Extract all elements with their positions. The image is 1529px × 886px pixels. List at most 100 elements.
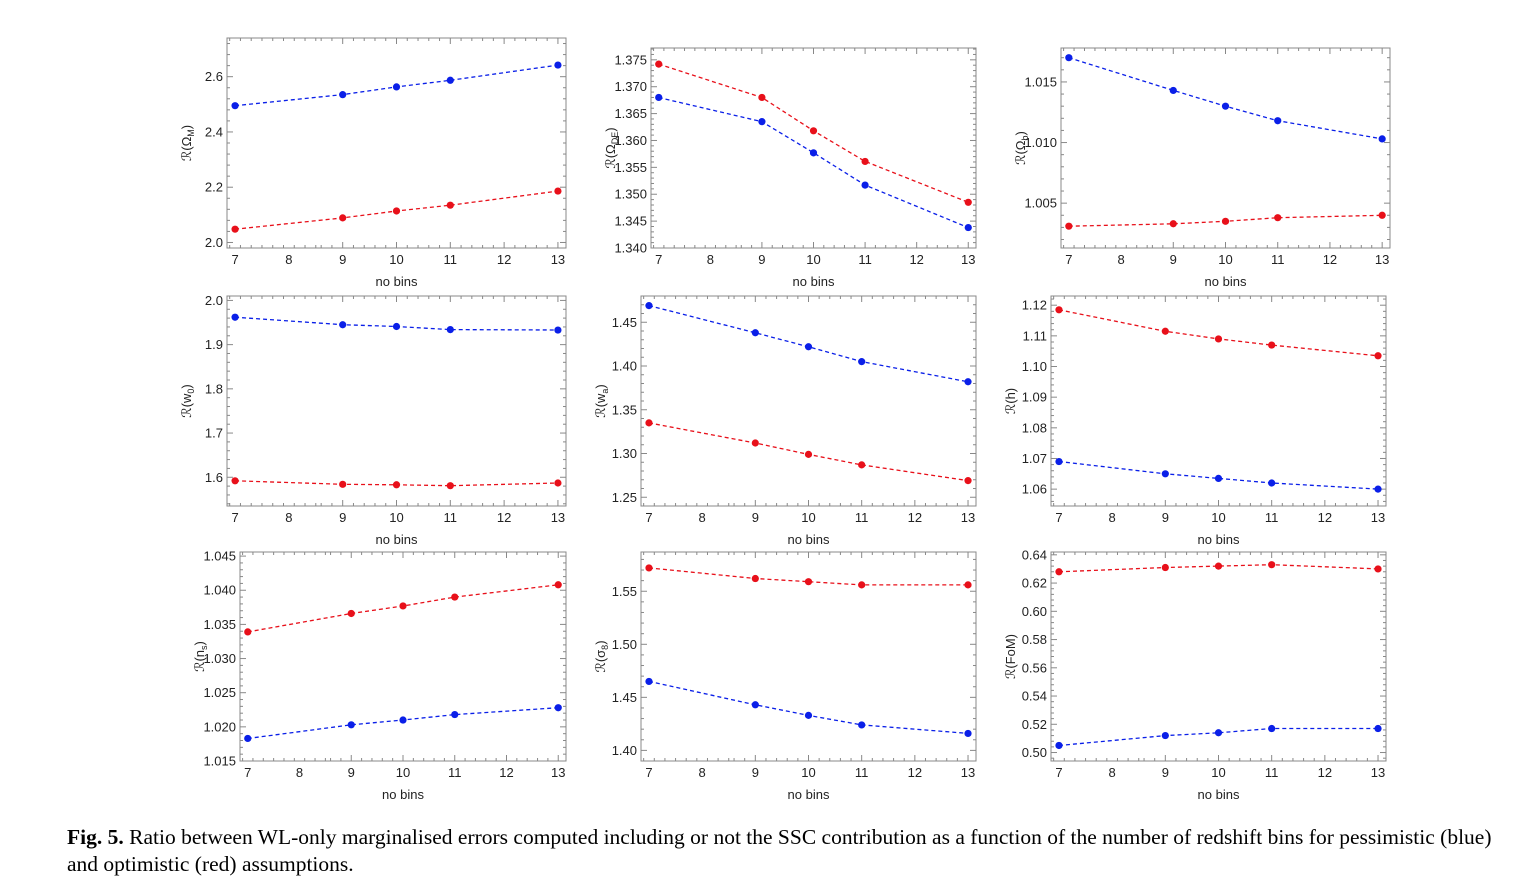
x-tick-label: 13 bbox=[551, 252, 565, 267]
x-tick-label: 12 bbox=[908, 765, 922, 780]
data-point-pessimistic bbox=[1221, 102, 1230, 110]
series-line-optimistic bbox=[1058, 564, 1379, 573]
data-point-optimistic bbox=[451, 593, 459, 601]
data-point-pessimistic bbox=[804, 711, 813, 719]
y-tick-label: 1.08 bbox=[1022, 420, 1047, 435]
data-point-pessimistic bbox=[861, 181, 869, 189]
x-tick-label: 9 bbox=[339, 252, 346, 267]
y-tick-label: 1.030 bbox=[203, 651, 236, 666]
x-tick-label: 13 bbox=[551, 510, 565, 525]
data-point-pessimistic bbox=[339, 321, 347, 329]
y-tick-label: 1.015 bbox=[203, 754, 236, 769]
x-tick-label: 12 bbox=[497, 252, 511, 267]
data-point-pessimistic bbox=[1374, 485, 1382, 493]
x-tick-label: 11 bbox=[855, 765, 869, 780]
x-tick-label: 12 bbox=[499, 765, 513, 780]
panel-6: 7 8 9 10 11 12 13 1.06 1.07 1.08 1.09 1.10 1.11 1.12 n… bbox=[1003, 295, 1387, 547]
data-point-pessimistic bbox=[347, 721, 355, 729]
x-tick-label: 8 bbox=[285, 252, 292, 267]
x-tick-label: 13 bbox=[1375, 252, 1389, 267]
x-tick-label: 10 bbox=[396, 765, 410, 780]
data-point-pessimistic bbox=[451, 710, 459, 719]
data-point-optimistic bbox=[645, 419, 653, 427]
x-tick-label: 8 bbox=[1109, 765, 1116, 780]
x-tick-label: 8 bbox=[699, 510, 706, 525]
x-axis-label: no bins bbox=[788, 787, 830, 802]
data-point-optimistic bbox=[244, 628, 252, 636]
x-tick-label: 13 bbox=[1371, 510, 1385, 525]
y-tick-label: 1.005 bbox=[1024, 196, 1057, 211]
y-tick-label: 1.340 bbox=[614, 241, 647, 256]
data-point-pessimistic bbox=[1055, 741, 1063, 750]
series-line-optimistic bbox=[648, 567, 968, 586]
data-point-pessimistic bbox=[554, 704, 562, 712]
x-tick-label: 10 bbox=[389, 510, 403, 525]
data-point-pessimistic bbox=[964, 729, 972, 738]
data-point-pessimistic bbox=[858, 721, 866, 729]
data-point-pessimistic bbox=[645, 677, 653, 686]
data-point-pessimistic bbox=[1268, 479, 1276, 487]
data-point-optimistic bbox=[1374, 352, 1382, 360]
y-axis-label: ℛ(h) bbox=[1003, 388, 1018, 414]
panel-9: 7 8 9 10 11 12 13 0.50 0.52 0.54 0.56 0.58 0.60 0.62 0… bbox=[1003, 547, 1387, 802]
series-line-pessimistic bbox=[658, 96, 969, 229]
data-point-optimistic bbox=[446, 201, 454, 209]
x-axis-label: no bins bbox=[376, 274, 418, 289]
panel-4: 7 8 9 10 11 12 13 1.6 1.7 1.8 1.9 2.0 no bins ℛ(w0) bbox=[179, 293, 567, 547]
data-point-pessimistic bbox=[231, 313, 239, 321]
x-tick-label: 7 bbox=[244, 765, 251, 780]
y-tick-label: 1.45 bbox=[612, 690, 637, 705]
y-tick-label: 0.50 bbox=[1022, 745, 1047, 760]
y-tick-label: 1.370 bbox=[614, 79, 647, 94]
data-point-pessimistic bbox=[964, 378, 972, 386]
data-point-pessimistic bbox=[751, 701, 759, 709]
plot-frame bbox=[1050, 295, 1387, 507]
y-axis-label: ℛ(ΩM) bbox=[179, 125, 196, 161]
x-tick-label: 13 bbox=[1371, 765, 1385, 780]
x-tick-label: 13 bbox=[961, 765, 975, 780]
data-point-optimistic bbox=[1274, 214, 1282, 222]
y-tick-label: 0.60 bbox=[1022, 604, 1047, 619]
data-point-optimistic bbox=[554, 581, 562, 589]
data-point-optimistic bbox=[964, 198, 972, 206]
y-tick-label: 2.0 bbox=[205, 293, 223, 308]
data-point-pessimistic bbox=[1378, 135, 1386, 143]
data-point-optimistic bbox=[554, 187, 562, 195]
x-tick-label: 9 bbox=[1170, 252, 1177, 267]
x-tick-label: 8 bbox=[707, 252, 714, 267]
data-point-optimistic bbox=[347, 609, 355, 618]
data-point-pessimistic bbox=[244, 734, 252, 743]
data-point-pessimistic bbox=[1065, 54, 1073, 62]
y-tick-label: 2.4 bbox=[205, 124, 223, 139]
x-tick-label: 12 bbox=[1318, 765, 1332, 780]
y-tick-label: 1.6 bbox=[205, 470, 223, 485]
data-point-optimistic bbox=[1268, 341, 1276, 349]
x-tick-label: 10 bbox=[801, 765, 815, 780]
data-point-pessimistic bbox=[1214, 729, 1223, 737]
data-point-pessimistic bbox=[446, 326, 454, 334]
data-point-optimistic bbox=[1378, 211, 1386, 219]
x-tick-label: 8 bbox=[699, 765, 706, 780]
x-axis-label: no bins bbox=[793, 274, 835, 289]
data-point-pessimistic bbox=[392, 83, 401, 91]
y-tick-label: 1.345 bbox=[614, 214, 647, 229]
y-tick-label: 0.64 bbox=[1022, 547, 1047, 562]
y-tick-label: 1.375 bbox=[614, 52, 647, 67]
y-tick-label: 1.11 bbox=[1023, 328, 1047, 343]
y-tick-label: 2.2 bbox=[205, 180, 223, 195]
x-tick-label: 7 bbox=[645, 510, 652, 525]
x-tick-label: 9 bbox=[752, 510, 759, 525]
y-tick-label: 1.010 bbox=[1024, 135, 1057, 150]
y-tick-label: 2.0 bbox=[205, 235, 223, 250]
data-point-optimistic bbox=[392, 207, 401, 215]
y-tick-label: 1.355 bbox=[614, 160, 647, 175]
data-point-optimistic bbox=[231, 225, 239, 233]
y-axis-label: ℛ(Ωb) bbox=[1013, 131, 1030, 165]
panel-8: 7 8 9 10 11 12 13 1.40 1.45 1.50 1.55 no bins ℛ(σ8) bbox=[593, 551, 977, 802]
y-tick-label: 1.45 bbox=[612, 315, 637, 330]
x-tick-label: 10 bbox=[389, 252, 403, 267]
data-point-pessimistic bbox=[392, 322, 401, 331]
data-point-pessimistic bbox=[645, 302, 653, 310]
panel-2: 7 8 9 10 11 12 13 1.340 1.345 1.350 1.355 1.360 1.36… bbox=[603, 47, 977, 289]
